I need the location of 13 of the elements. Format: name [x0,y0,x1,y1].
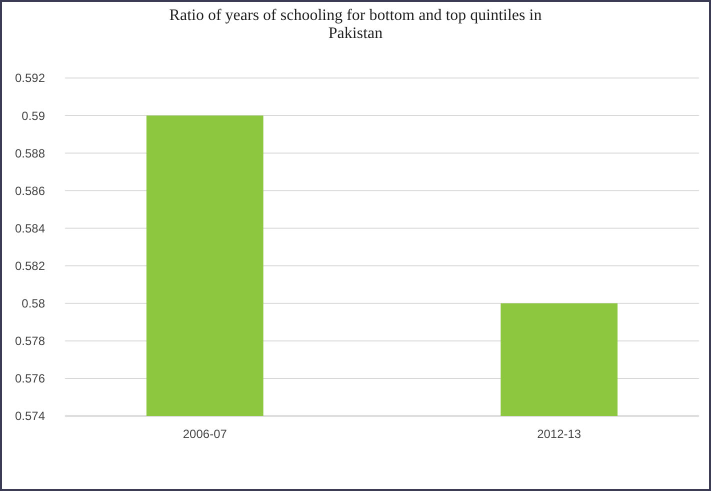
y-tick-label: 0.576 [14,372,46,386]
chart-title: Ratio of years of schooling for bottom and top quintiles in Pakistan [169,7,542,42]
y-tick-label: 0.582 [14,258,46,273]
y-tick-label: 0.586 [14,184,46,198]
y-tick-label: 0.59 [22,108,46,123]
y-tick-label: 0.578 [14,334,46,348]
y-tick-label: 0.584 [14,221,46,236]
x-tick-label: 2012-13 [537,427,582,441]
y-tick-label: 0.574 [14,409,46,424]
y-tick-label: 0.58 [22,296,46,311]
y-tick-label: 0.588 [14,146,46,160]
y-tick-label: 0.592 [14,71,46,86]
x-tick-label: 2006-07 [182,427,228,441]
